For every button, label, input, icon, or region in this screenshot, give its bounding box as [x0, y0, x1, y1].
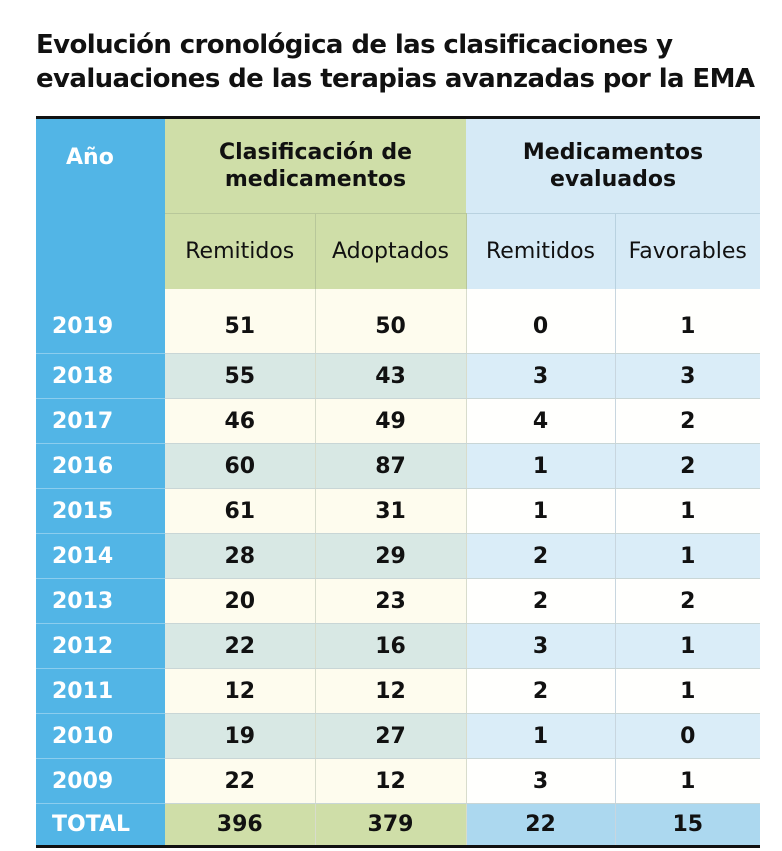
cell-remitidos-eval: 3: [466, 623, 616, 669]
title-line-2: evaluaciones de las terapias avanzadas p…: [36, 64, 755, 94]
cell-favorables: 2: [615, 578, 761, 624]
header-evaluated-line2: evaluados: [549, 167, 677, 192]
cell-favorables: 1: [615, 488, 761, 534]
cell-adoptados: 87: [315, 443, 467, 489]
cell-remitidos-class: 22: [165, 623, 316, 669]
cell-remitidos-eval: 1: [466, 443, 616, 489]
table-row: 2009 22 12 3 1: [36, 758, 761, 804]
ema-table: Año Clasificación de medicamentos Medica…: [36, 116, 761, 848]
cell-favorables: 1: [615, 668, 761, 714]
header-evaluated: Medicamentos evaluados: [466, 117, 761, 214]
header-year: Año: [36, 117, 165, 289]
cell-year: 2012: [36, 623, 165, 669]
subheader-adoptados: Adoptados: [315, 213, 467, 289]
subheader-favorables: Favorables: [615, 213, 761, 289]
cell-year: 2010: [36, 713, 165, 759]
cell-adoptados: 12: [315, 668, 467, 714]
table-row: 2018 55 43 3 3: [36, 353, 761, 399]
cell-year: 2017: [36, 398, 165, 444]
cell-favorables: 2: [615, 398, 761, 444]
cell-remitidos-class: 22: [165, 758, 316, 804]
cell-adoptados: 31: [315, 488, 467, 534]
cell-remitidos-eval: 1: [466, 713, 616, 759]
table-row: 2015 61 31 1 1: [36, 488, 761, 534]
cell-year: 2015: [36, 488, 165, 534]
cell-remitidos-eval: 22: [466, 803, 616, 847]
table-row: 2011 12 12 2 1: [36, 668, 761, 714]
title-line-1: Evolución cronológica de las clasificaci…: [36, 30, 673, 60]
table-row: 2014 28 29 2 1: [36, 533, 761, 579]
header-classification-line1: Clasificación de: [218, 140, 413, 165]
cell-remitidos-eval: 2: [466, 668, 616, 714]
cell-favorables: 2: [615, 443, 761, 489]
subheader-remitidos-eval: Remitidos: [466, 213, 616, 289]
cell-remitidos-eval: 0: [466, 289, 616, 354]
cell-remitidos-eval: 2: [466, 578, 616, 624]
header-evaluated-line1: Medicamentos: [522, 140, 704, 165]
cell-favorables: 1: [615, 289, 761, 354]
header-classification-line2: medicamentos: [224, 167, 407, 192]
cell-year: 2018: [36, 353, 165, 399]
cell-year: 2016: [36, 443, 165, 489]
subheader-remitidos-class: Remitidos: [165, 213, 316, 289]
cell-remitidos-eval: 4: [466, 398, 616, 444]
cell-remitidos-eval: 2: [466, 533, 616, 579]
cell-remitidos-eval: 1: [466, 488, 616, 534]
cell-favorables: 1: [615, 758, 761, 804]
table-row: 2016 60 87 1 2: [36, 443, 761, 489]
cell-year: 2009: [36, 758, 165, 804]
table-row: 2012 22 16 3 1: [36, 623, 761, 669]
cell-remitidos-class: 61: [165, 488, 316, 534]
cell-favorables: 3: [615, 353, 761, 399]
table-row: 2010 19 27 1 0: [36, 713, 761, 759]
cell-adoptados: 49: [315, 398, 467, 444]
cell-year: 2014: [36, 533, 165, 579]
cell-adoptados: 379: [315, 803, 467, 847]
table-row: 2019 51 50 0 1: [36, 289, 761, 354]
cell-remitidos-class: 396: [165, 803, 316, 847]
table-row: 2013 20 23 2 2: [36, 578, 761, 624]
total-row: TOTAL 396 379 22 15: [36, 803, 761, 847]
cell-favorables: 15: [615, 803, 761, 847]
cell-remitidos-class: 28: [165, 533, 316, 579]
table-row: 2017 46 49 4 2: [36, 398, 761, 444]
cell-remitidos-class: 12: [165, 668, 316, 714]
cell-remitidos-class: 46: [165, 398, 316, 444]
cell-favorables: 1: [615, 533, 761, 579]
cell-adoptados: 27: [315, 713, 467, 759]
cell-adoptados: 50: [315, 289, 467, 354]
cell-remitidos-eval: 3: [466, 353, 616, 399]
cell-remitidos-class: 20: [165, 578, 316, 624]
cell-year: 2011: [36, 668, 165, 714]
header-classification: Clasificación de medicamentos: [165, 117, 466, 214]
cell-adoptados: 23: [315, 578, 467, 624]
cell-adoptados: 43: [315, 353, 467, 399]
cell-year: 2019: [36, 289, 165, 354]
cell-remitidos-eval: 3: [466, 758, 616, 804]
page-title: Evolución cronológica de las clasificaci…: [36, 28, 755, 96]
cell-adoptados: 29: [315, 533, 467, 579]
cell-year: TOTAL: [36, 803, 165, 847]
cell-remitidos-class: 51: [165, 289, 316, 354]
cell-adoptados: 16: [315, 623, 467, 669]
cell-favorables: 1: [615, 623, 761, 669]
cell-year: 2013: [36, 578, 165, 624]
cell-remitidos-class: 55: [165, 353, 316, 399]
cell-remitidos-class: 60: [165, 443, 316, 489]
cell-favorables: 0: [615, 713, 761, 759]
cell-adoptados: 12: [315, 758, 467, 804]
cell-remitidos-class: 19: [165, 713, 316, 759]
